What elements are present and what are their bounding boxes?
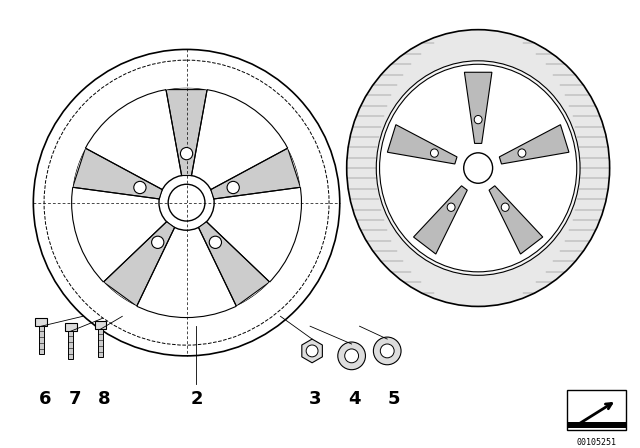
Text: 4: 4	[348, 391, 361, 409]
Text: 3: 3	[309, 391, 321, 409]
Text: 5: 5	[388, 391, 401, 409]
Circle shape	[306, 345, 318, 357]
Ellipse shape	[474, 116, 482, 124]
Polygon shape	[211, 148, 300, 199]
Polygon shape	[198, 222, 269, 306]
Ellipse shape	[464, 153, 493, 183]
Text: 2: 2	[190, 391, 203, 409]
Circle shape	[180, 147, 193, 160]
Polygon shape	[387, 125, 457, 164]
Circle shape	[338, 342, 365, 370]
Circle shape	[134, 181, 146, 194]
Bar	[98, 329, 103, 357]
Polygon shape	[100, 282, 137, 310]
Circle shape	[152, 236, 164, 249]
Circle shape	[373, 337, 401, 365]
Polygon shape	[104, 222, 175, 306]
Polygon shape	[302, 339, 323, 363]
Bar	[567, 422, 627, 428]
Polygon shape	[73, 148, 163, 199]
Polygon shape	[68, 146, 85, 187]
Text: 8: 8	[98, 391, 111, 409]
Polygon shape	[288, 146, 305, 187]
Ellipse shape	[431, 149, 438, 157]
Bar	[65, 323, 77, 331]
Bar	[567, 391, 627, 430]
Bar	[95, 321, 106, 329]
Polygon shape	[166, 90, 207, 176]
Polygon shape	[499, 125, 569, 164]
Polygon shape	[413, 186, 467, 254]
Ellipse shape	[347, 30, 610, 306]
Polygon shape	[165, 85, 208, 90]
Text: 00105251: 00105251	[577, 438, 617, 447]
Text: 6: 6	[39, 391, 51, 409]
Circle shape	[345, 349, 358, 363]
Ellipse shape	[380, 64, 577, 272]
Ellipse shape	[447, 203, 455, 211]
Circle shape	[380, 344, 394, 358]
Bar	[39, 326, 44, 354]
Polygon shape	[465, 72, 492, 143]
Bar	[35, 318, 47, 326]
Circle shape	[209, 236, 221, 249]
Ellipse shape	[501, 203, 509, 211]
Ellipse shape	[376, 61, 580, 276]
Polygon shape	[489, 186, 543, 254]
Text: 7: 7	[68, 391, 81, 409]
Polygon shape	[236, 282, 273, 310]
Circle shape	[227, 181, 239, 194]
Circle shape	[168, 184, 205, 221]
Bar	[68, 331, 74, 359]
Ellipse shape	[518, 149, 526, 157]
